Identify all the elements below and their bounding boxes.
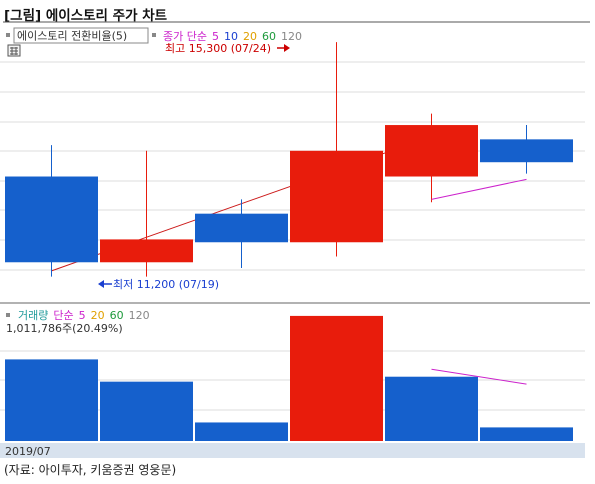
ma5-segment bbox=[431, 178, 527, 200]
series-box-label: 에이스토리 전환비율(5) bbox=[17, 30, 127, 43]
x-axis-bar bbox=[0, 443, 585, 458]
volume-legend: 거래량 단순 5 20 60 120 1,011,786주(20.49%) bbox=[6, 309, 150, 335]
ma-period: 10 bbox=[224, 30, 238, 43]
candle-body bbox=[480, 139, 573, 163]
volume-ma-legend: 거래량 단순 5 20 60 120 bbox=[18, 309, 150, 322]
ma-prefix: 단순 bbox=[53, 309, 73, 322]
candle-body bbox=[290, 150, 383, 243]
ma5-segment bbox=[431, 368, 527, 385]
settings-icon[interactable] bbox=[7, 44, 21, 57]
ma-period: 120 bbox=[281, 30, 302, 43]
ma-period: 120 bbox=[129, 309, 150, 322]
volume-bar bbox=[385, 376, 478, 441]
x-axis-label: 2019/07 bbox=[5, 445, 51, 458]
volume-name: 거래량 bbox=[18, 309, 48, 322]
candle-body bbox=[5, 176, 98, 263]
low-label: 최저 11,200 (07/19) bbox=[113, 278, 219, 291]
legend-bullet bbox=[6, 33, 10, 37]
volume-bar bbox=[480, 427, 573, 441]
ma-period: 5 bbox=[212, 30, 219, 43]
volume-bar bbox=[5, 359, 98, 441]
volume-value: 1,011,786주(20.49%) bbox=[6, 322, 123, 335]
ma-prefix: 종가 단순 bbox=[163, 30, 207, 43]
price-legend: 에이스토리 전환비율(5) 종가 단순 5 10 20 60 120 bbox=[6, 27, 302, 57]
candle-body bbox=[100, 239, 193, 263]
ma-period: 20 bbox=[91, 309, 105, 322]
ma-period: 60 bbox=[110, 309, 124, 322]
source-note: (자료: 아이투자, 키움증권 영웅문) bbox=[4, 463, 177, 477]
candle-body bbox=[195, 213, 288, 243]
ma-period: 60 bbox=[262, 30, 276, 43]
legend-bullet bbox=[6, 313, 10, 317]
high-annotation: 최고 15,300 (07/24) bbox=[165, 42, 290, 55]
high-label: 최고 15,300 (07/24) bbox=[165, 42, 271, 55]
ma-period: 20 bbox=[243, 30, 257, 43]
volume-bars bbox=[5, 315, 573, 441]
candles bbox=[5, 42, 573, 277]
volume-bar bbox=[290, 315, 383, 441]
low-annotation: 최저 11,200 (07/19) bbox=[98, 278, 219, 291]
ma-period: 5 bbox=[79, 309, 86, 322]
volume-bar bbox=[195, 422, 288, 441]
volume-bar bbox=[100, 381, 193, 441]
high-arrow-head bbox=[284, 44, 290, 52]
chart-title: [그림] 에이스토리 주가 차트 bbox=[4, 8, 168, 24]
volume-ma5-line bbox=[431, 368, 527, 385]
price-ma-legend: 종가 단순 5 10 20 60 120 bbox=[163, 30, 302, 43]
candle-body bbox=[385, 125, 478, 177]
price-ma5-line bbox=[431, 178, 527, 200]
legend-bullet bbox=[152, 33, 156, 37]
series-box[interactable] bbox=[13, 27, 149, 44]
